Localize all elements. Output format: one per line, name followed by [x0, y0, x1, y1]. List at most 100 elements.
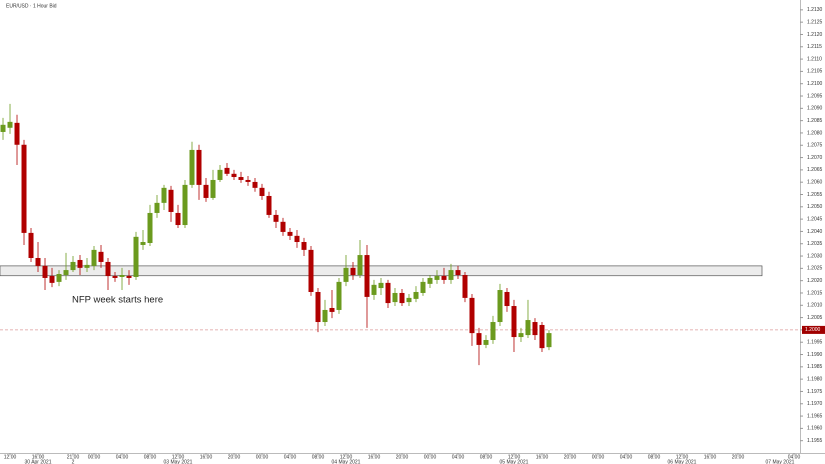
y-tick-label: 1.1980 [807, 376, 823, 382]
y-tick-label: 1.2005 [807, 315, 823, 321]
candle-body [91, 249, 97, 266]
x-tick-label: 20:00 [396, 454, 409, 460]
candle-body [511, 306, 517, 338]
candle-body [343, 267, 349, 282]
x-tick-label: 12:00 [172, 454, 185, 460]
x-date-label: 05 May 2021 [500, 459, 529, 464]
x-tick-label: 16:00 [200, 454, 213, 460]
candle-body [42, 265, 48, 278]
y-tick-label: 1.2055 [807, 192, 823, 198]
y-tick-label: 1.2085 [807, 118, 823, 124]
candle-body [252, 181, 258, 188]
y-tick-label: 1.2100 [807, 81, 823, 87]
candle-body [126, 275, 132, 278]
x-tick-label: 12:00 [340, 454, 353, 460]
y-tick-label: 1.2060 [807, 180, 823, 186]
candle-body [497, 290, 503, 323]
candle-body [455, 270, 461, 276]
x-tick-label: 08:00 [480, 454, 493, 460]
candle-body [182, 184, 188, 226]
candle-body [322, 309, 328, 323]
y-tick-label: 1.1965 [807, 413, 823, 419]
candle-body [245, 179, 251, 182]
candle-body [525, 320, 531, 336]
y-tick-label: 1.1955 [807, 438, 823, 444]
y-tick-label: 1.2070 [807, 155, 823, 161]
candle-body [413, 291, 419, 299]
y-tick-label: 1.2065 [807, 167, 823, 173]
y-tick-label: 1.2035 [807, 241, 823, 247]
x-tick-label: 12:00 [4, 454, 17, 460]
x-tick-label: 16:00 [536, 454, 549, 460]
y-tick-label: 1.1995 [807, 340, 823, 346]
candle-body [196, 149, 202, 185]
candle-body [448, 270, 454, 280]
y-tick-label: 1.2040 [807, 229, 823, 235]
candle-body [483, 339, 489, 345]
x-tick-label: 20:00 [228, 454, 241, 460]
y-tick-label: 1.2010 [807, 303, 823, 309]
candle-body [224, 167, 230, 174]
candle-body [329, 307, 335, 312]
candle-body [63, 270, 69, 276]
candle-body [28, 232, 34, 259]
y-tick-label: 1.1960 [807, 426, 823, 432]
candle-body [98, 251, 104, 262]
candle-body [14, 122, 20, 145]
candle-body [0, 124, 6, 132]
candle-body [490, 322, 496, 340]
candle-body [7, 121, 13, 128]
candle-body [336, 281, 342, 310]
candle-body [112, 275, 118, 278]
x-tick-label: 04:00 [452, 454, 465, 460]
x-date-label: 06 May 2021 [668, 459, 697, 464]
y-tick-label: 1.2080 [807, 130, 823, 136]
y-tick-label: 1.2025 [807, 266, 823, 272]
x-tick-label: 08:00 [144, 454, 157, 460]
candle-body [175, 212, 181, 226]
x-tick-label: 00:00 [424, 454, 437, 460]
candle-body [308, 249, 314, 292]
candle-body [259, 187, 265, 196]
annotation: NFP week starts here [72, 295, 163, 306]
x-tick-label: 04:00 [788, 454, 801, 460]
candle-body [217, 169, 223, 180]
y-tick-label: 1.2045 [807, 216, 823, 222]
candle-body [84, 264, 90, 268]
candle-body [21, 144, 27, 233]
x-tick-label: 04:00 [620, 454, 633, 460]
candle-body [546, 333, 552, 348]
candle-body [154, 202, 160, 213]
x-tick-label: 12:00 [676, 454, 689, 460]
candle-body [56, 274, 62, 282]
candle-body [147, 212, 153, 243]
candle-body [315, 291, 321, 323]
candle-body [49, 275, 55, 283]
candle-body [518, 333, 524, 338]
candle-body [294, 235, 300, 243]
y-tick-label: 1.2115 [807, 44, 822, 50]
y-tick-label: 1.2110 [807, 56, 822, 62]
x-tick-label: 00:00 [88, 454, 101, 460]
x-tick-label: 20:00 [732, 454, 745, 460]
y-tick-label: 1.2090 [807, 106, 823, 112]
candle-body [420, 281, 426, 293]
candle-body [357, 255, 363, 276]
candle-body [434, 275, 440, 280]
candle-body [287, 231, 293, 236]
y-tick-label: 1.2095 [807, 93, 823, 99]
y-tick-label: 1.2120 [807, 32, 823, 38]
x-tick-label: 16:00 [368, 454, 381, 460]
x-date-label: 2 [72, 459, 75, 464]
candle-body [266, 195, 272, 215]
x-date-label: 03 May 2021 [164, 459, 193, 464]
candle-body [462, 275, 468, 298]
x-tick-label: 12:00 [508, 454, 521, 460]
y-tick-label: 1.2130 [807, 7, 823, 13]
y-tick-label: 1.1975 [807, 389, 823, 395]
candle-body [301, 242, 307, 250]
x-tick-label: 08:00 [312, 454, 325, 460]
